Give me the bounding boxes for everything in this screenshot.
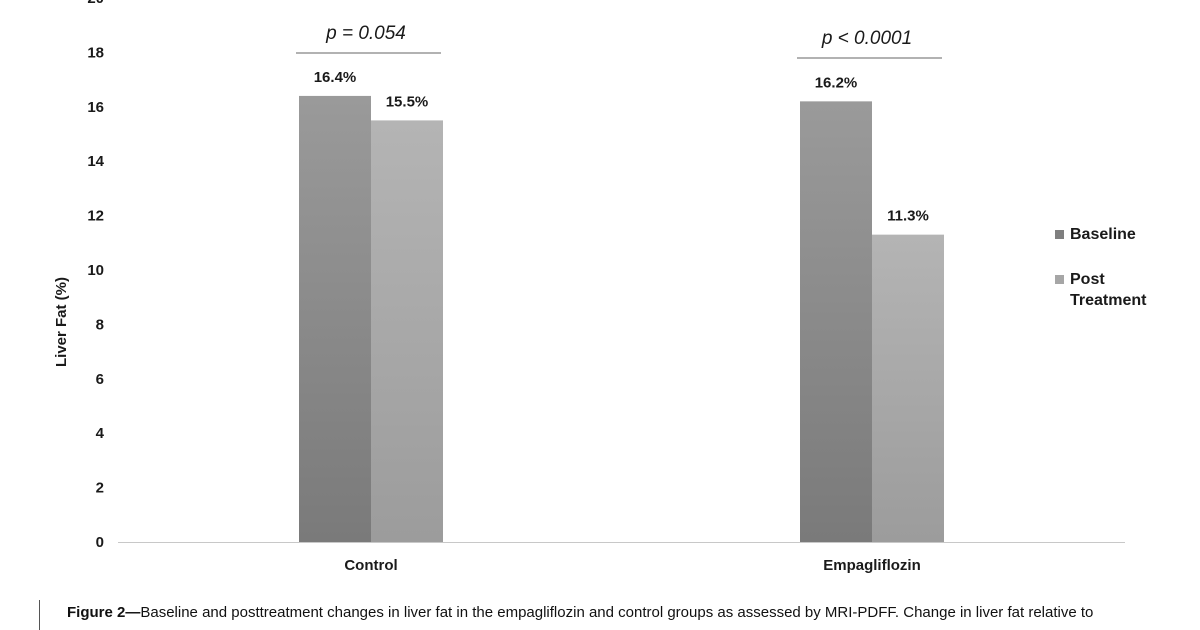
bars (299, 95, 944, 543)
data-label-control-baseline: 16.4% (314, 69, 357, 86)
y-tick-label-16: 16 (87, 99, 104, 116)
legend-label-post-treatment: Post Treatment (1070, 271, 1147, 309)
y-tick-label-14: 14 (87, 153, 104, 170)
legend-swatch-post-treatment (1055, 275, 1064, 284)
y-axis-ticks: 0 2 4 6 8 10 12 14 16 18 20 (87, 0, 104, 551)
data-label-empagliflozin-baseline: 16.2% (815, 74, 858, 91)
y-tick-label-8: 8 (96, 316, 104, 333)
bar-control-post-treatment (371, 120, 443, 543)
y-tick-label-18: 18 (87, 44, 104, 61)
legend-swatch-baseline (1055, 230, 1064, 239)
data-label-empagliflozin-post-treatment: 11.3% (887, 208, 929, 225)
legend-label-baseline: Baseline (1070, 226, 1136, 243)
bar-chart: 0 2 4 6 8 10 12 14 16 18 20 16.4% 15.5% 16.2% 11.3% p… (53, 0, 1125, 574)
y-tick-label-6: 6 (96, 371, 104, 388)
y-tick-label-2: 2 (96, 480, 104, 497)
y-tick-label-10: 10 (87, 262, 104, 279)
x-axis-category-labels: Control Empagliflozin (344, 557, 920, 574)
caption-prefix: Figure 2— (67, 604, 141, 621)
x-category-label-control: Control (344, 557, 397, 574)
y-tick-label-0: 0 (96, 534, 104, 551)
figure-caption: Figure 2—Baseline and posttreatment chan… (67, 604, 1192, 621)
data-label-control-post-treatment: 15.5% (386, 93, 429, 110)
bar-control-baseline (299, 95, 371, 543)
y-axis-title: Liver Fat (%) (53, 277, 70, 367)
legend-item-post-treatment: Post Treatment (1055, 269, 1195, 311)
y-tick-label-20: 20 (87, 0, 104, 7)
x-category-label-empagliflozin: Empagliflozin (823, 557, 921, 574)
bar-empagliflozin-baseline (800, 101, 872, 543)
legend-item-baseline: Baseline (1055, 224, 1195, 245)
caption-text: Baseline and posttreatment changes in li… (140, 604, 1094, 621)
significance-annotations: p = 0.054 p < 0.0001 (296, 23, 942, 59)
caption-rule (39, 600, 40, 630)
y-tick-label-4: 4 (96, 425, 105, 442)
bar-data-labels: 16.4% 15.5% 16.2% 11.3% (314, 69, 929, 225)
bar-empagliflozin-post-treatment (872, 234, 944, 542)
y-tick-label-12: 12 (87, 208, 104, 225)
legend: Baseline Post Treatment (1055, 224, 1195, 335)
p-value-control: p = 0.054 (325, 23, 406, 44)
p-value-empagliflozin: p < 0.0001 (821, 28, 912, 49)
